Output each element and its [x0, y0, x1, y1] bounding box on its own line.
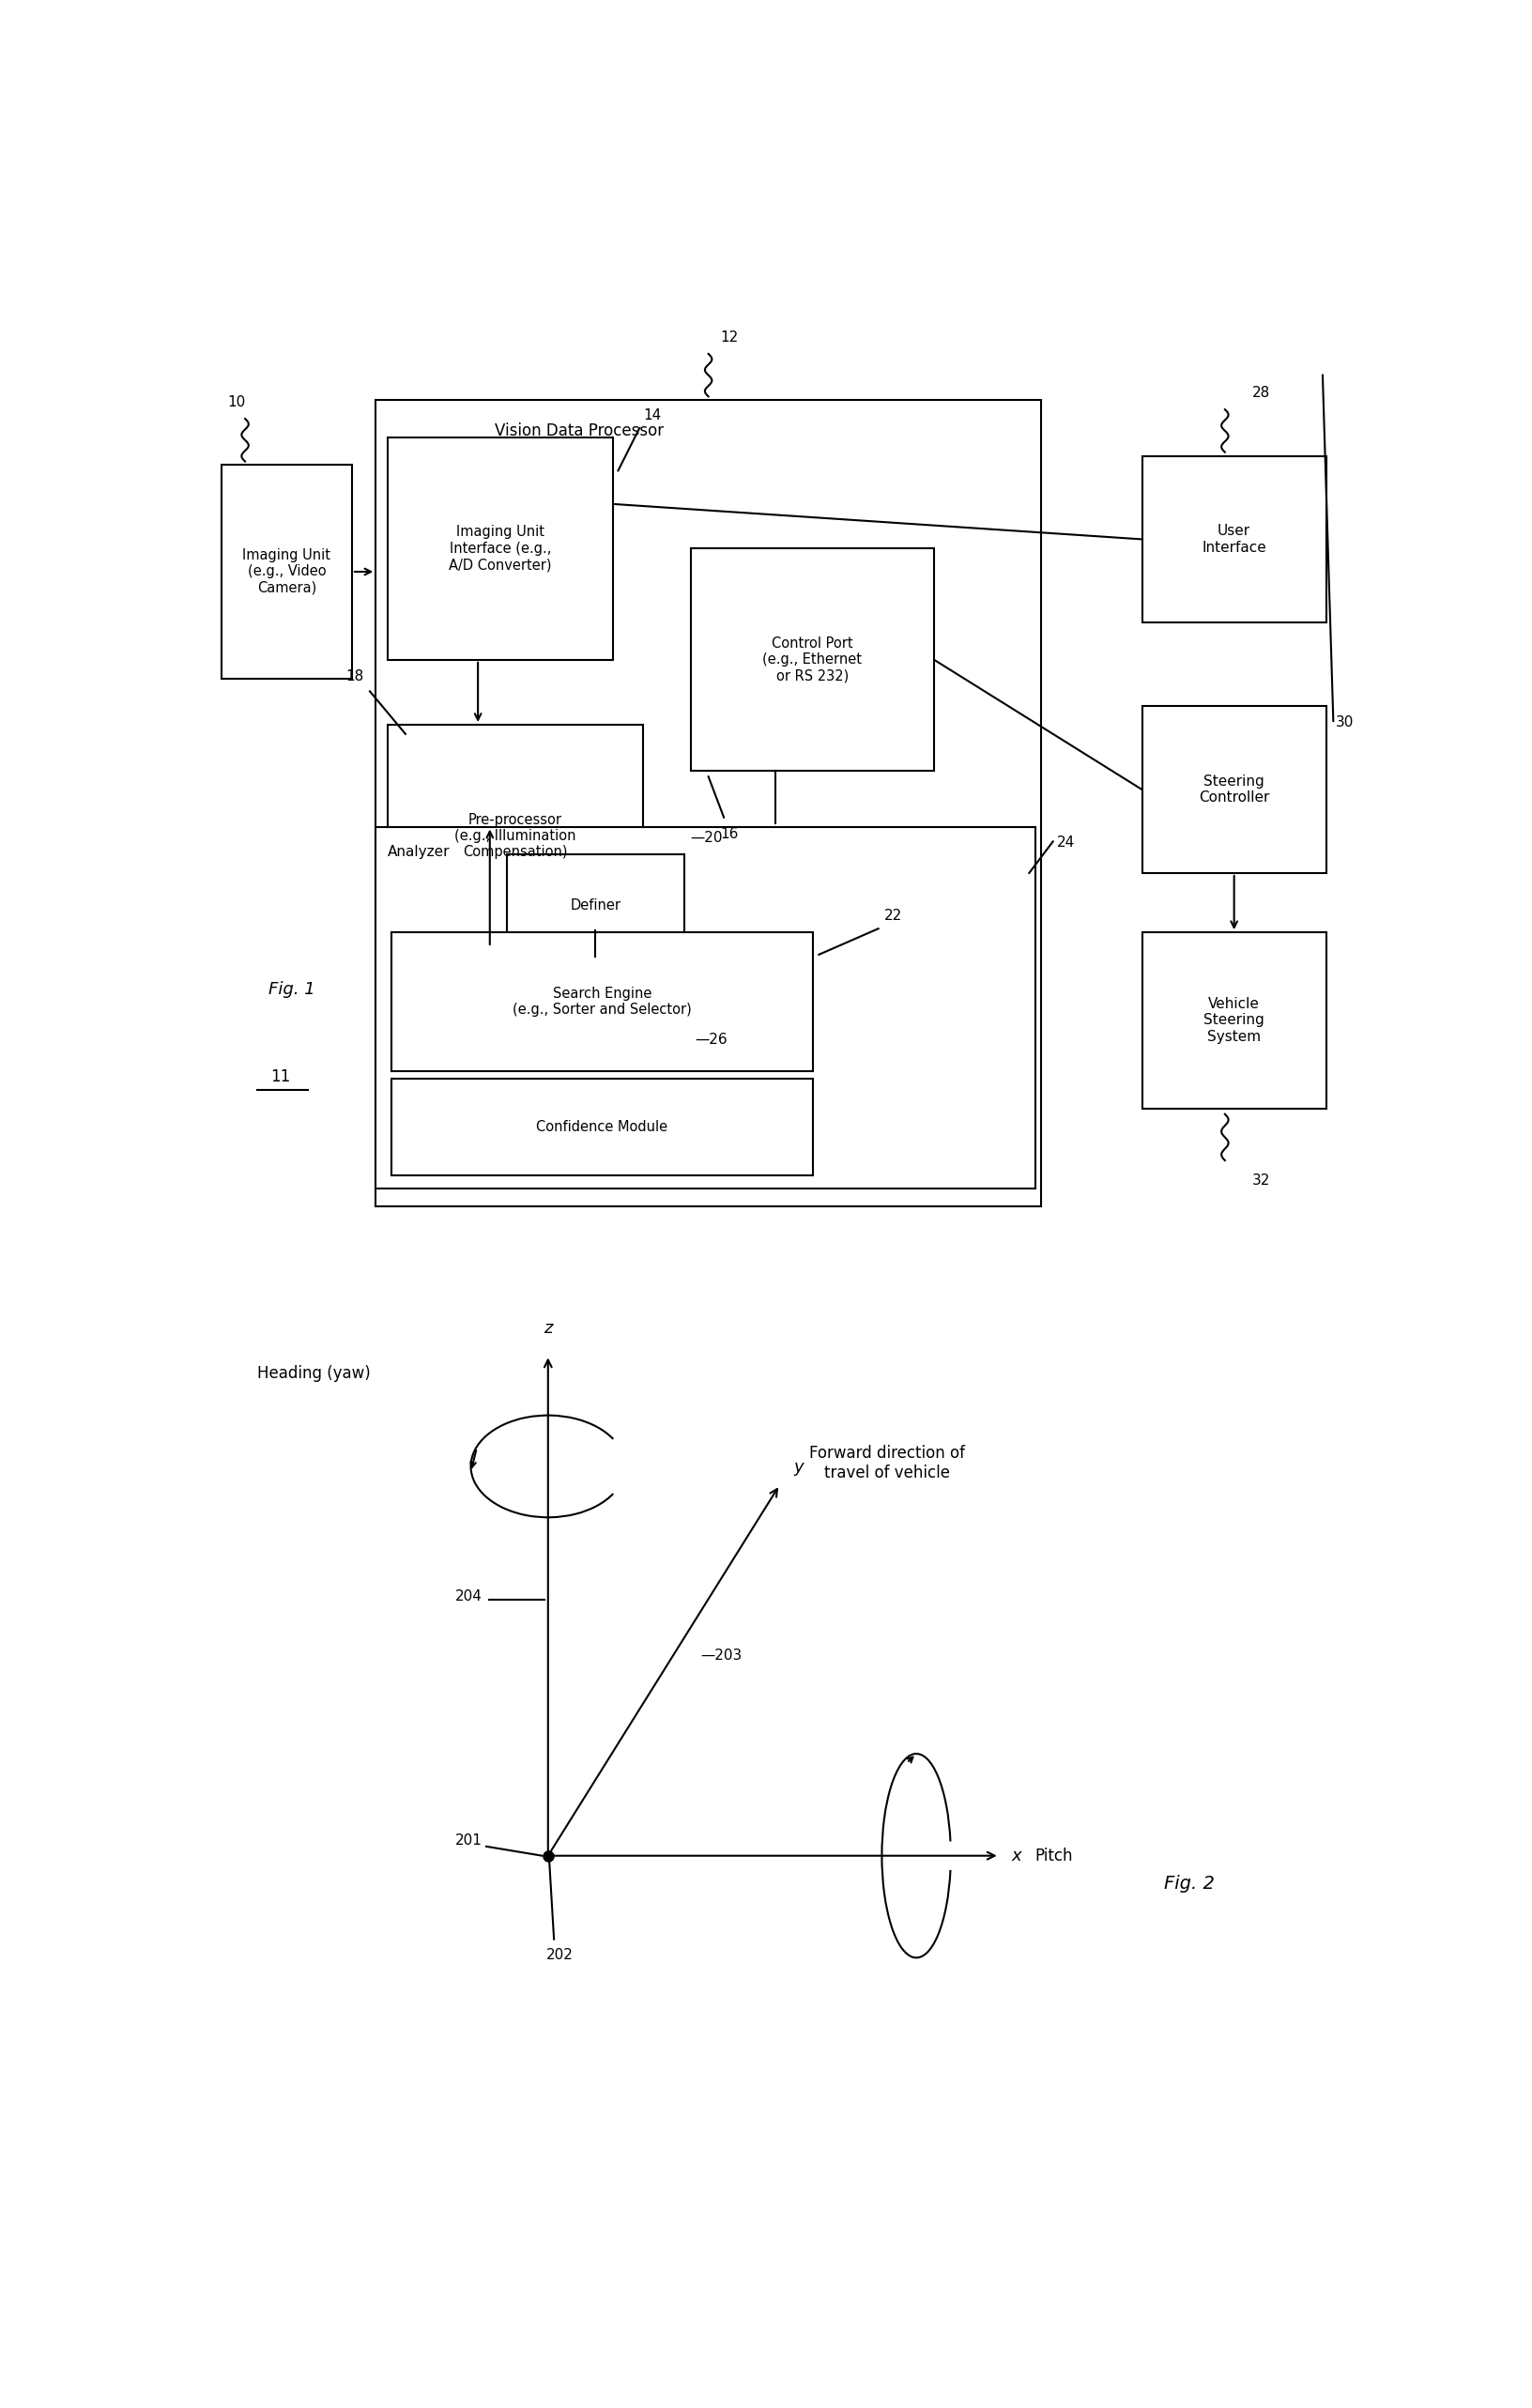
Text: 202: 202	[545, 1948, 573, 1963]
Text: Pre-processor
(e.g., Illumination
Compensation): Pre-processor (e.g., Illumination Compen…	[455, 811, 576, 860]
Text: Forward direction of
travel of vehicle: Forward direction of travel of vehicle	[809, 1445, 965, 1481]
Text: 14: 14	[643, 409, 660, 421]
Bar	[388, 725, 643, 946]
Text: x: x	[1011, 1847, 1020, 1864]
Text: User
Interface: User Interface	[1201, 525, 1265, 554]
Text: 16: 16	[720, 826, 738, 840]
Text: 24: 24	[1056, 836, 1074, 850]
Bar	[375, 400, 1040, 1206]
Text: Search Engine
(e.g., Sorter and Selector): Search Engine (e.g., Sorter and Selector…	[512, 987, 691, 1016]
Bar	[391, 932, 812, 1072]
Bar	[1141, 455, 1325, 624]
Text: Confidence Module: Confidence Module	[536, 1120, 668, 1134]
Text: Pitch: Pitch	[1034, 1847, 1072, 1864]
Bar	[221, 465, 352, 679]
Text: Vision Data Processor: Vision Data Processor	[495, 421, 663, 438]
Text: Imaging Unit
Interface (e.g.,
A/D Converter): Imaging Unit Interface (e.g., A/D Conver…	[449, 525, 552, 573]
Text: 18: 18	[346, 669, 363, 684]
Text: 12: 12	[720, 330, 738, 344]
Bar	[506, 855, 685, 956]
Text: Heading (yaw): Heading (yaw)	[257, 1365, 371, 1382]
Text: 32: 32	[1252, 1173, 1270, 1187]
Text: z: z	[544, 1320, 552, 1336]
Text: Steering
Controller: Steering Controller	[1198, 775, 1268, 804]
Bar	[1141, 932, 1325, 1108]
Text: Analyzer: Analyzer	[388, 845, 450, 860]
Text: 10: 10	[227, 395, 245, 409]
Text: —20: —20	[689, 831, 723, 845]
Text: 22: 22	[884, 908, 902, 922]
Text: —203: —203	[700, 1649, 741, 1662]
Text: Fig. 1: Fig. 1	[268, 982, 316, 999]
Text: Vehicle
Steering
System: Vehicle Steering System	[1203, 997, 1264, 1043]
Text: 28: 28	[1252, 385, 1270, 400]
Bar	[689, 549, 933, 771]
Bar	[375, 826, 1034, 1187]
Bar	[391, 1079, 812, 1175]
Text: 30: 30	[1334, 715, 1353, 730]
Text: 201: 201	[455, 1835, 483, 1847]
Text: y: y	[794, 1459, 803, 1476]
Bar	[1141, 706, 1325, 874]
Text: Imaging Unit
(e.g., Video
Camera): Imaging Unit (e.g., Video Camera)	[242, 549, 331, 595]
Text: Control Port
(e.g., Ethernet
or RS 232): Control Port (e.g., Ethernet or RS 232)	[761, 636, 861, 684]
Text: Definer: Definer	[570, 898, 620, 913]
Text: 11: 11	[271, 1069, 291, 1086]
Text: Fig. 2: Fig. 2	[1164, 1873, 1213, 1893]
Bar	[388, 438, 613, 660]
Text: 204: 204	[455, 1589, 483, 1604]
Text: —26: —26	[694, 1033, 726, 1047]
